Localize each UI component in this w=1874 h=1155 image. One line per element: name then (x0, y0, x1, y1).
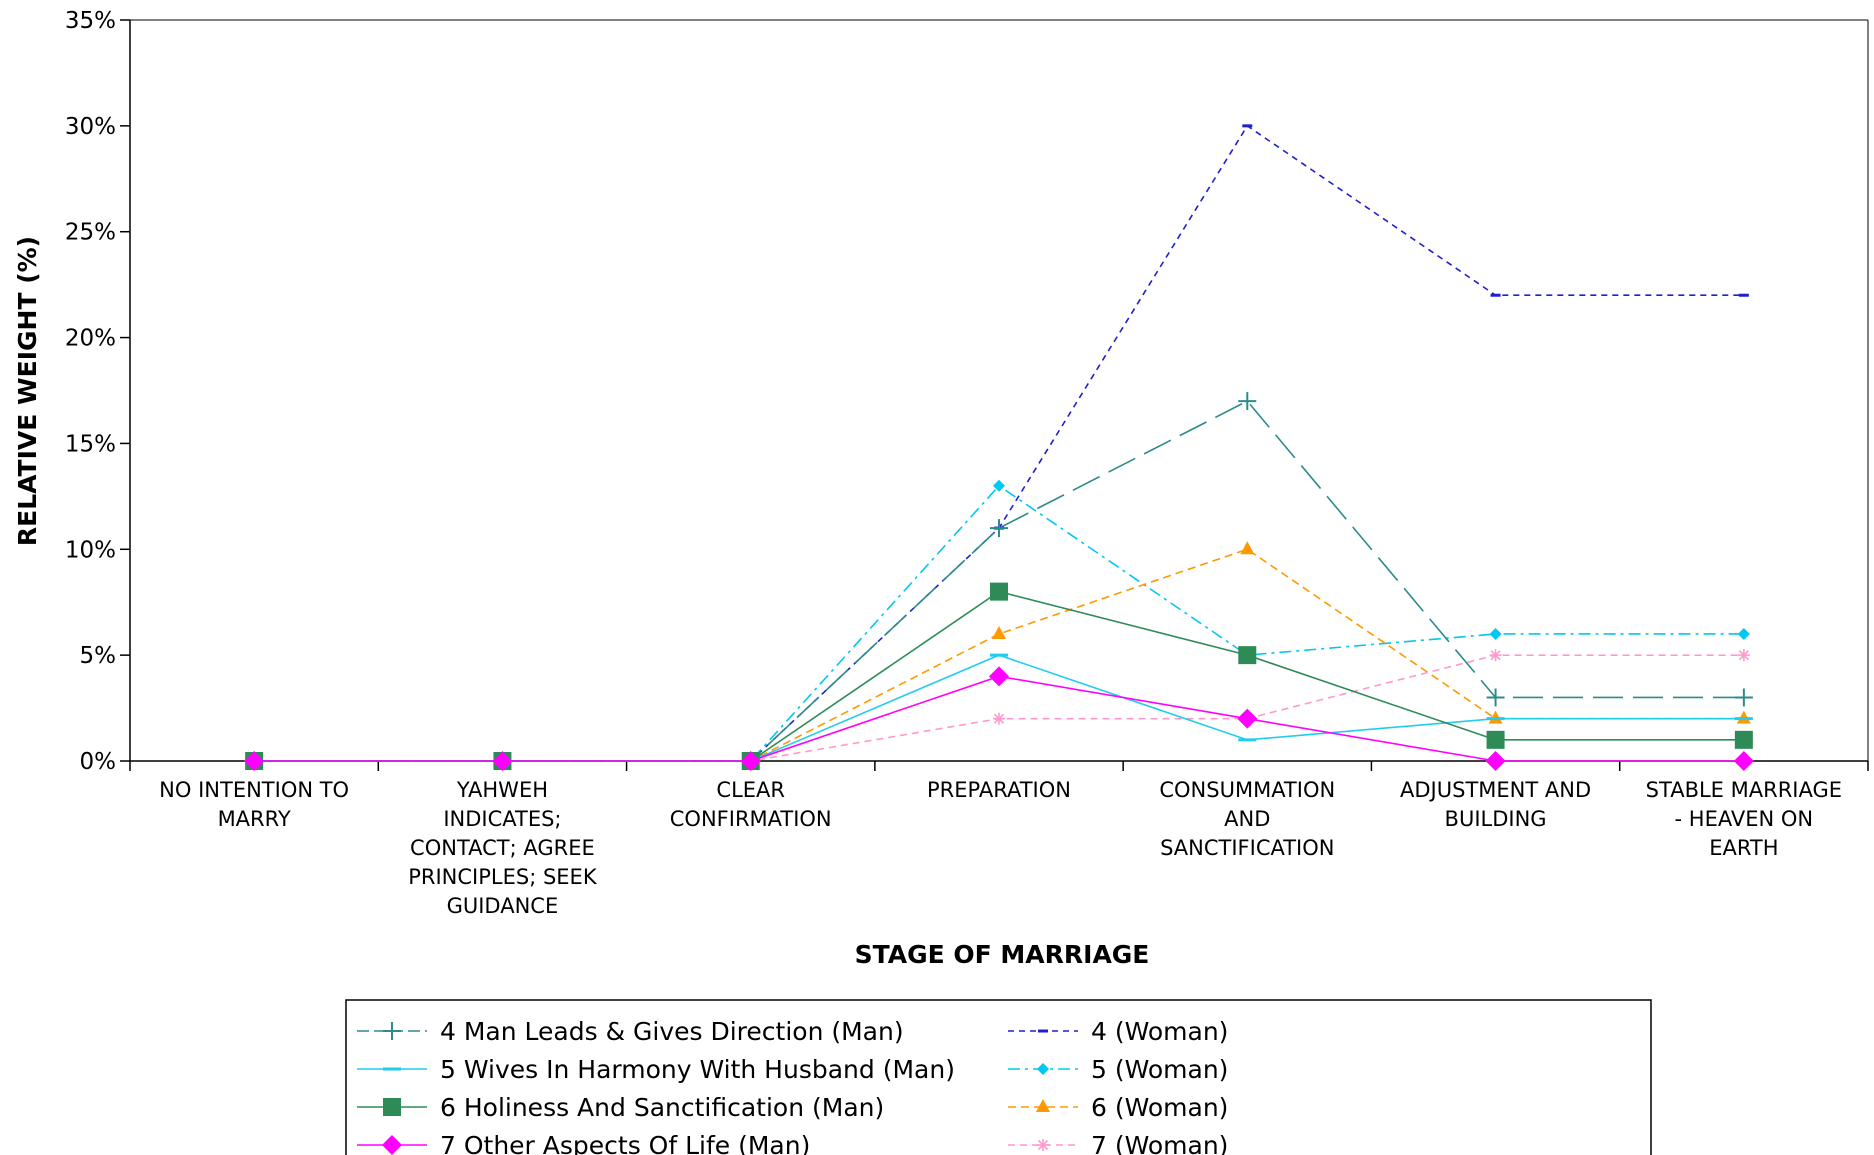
legend-marker (1037, 1139, 1049, 1151)
legend-marker (1037, 1063, 1049, 1075)
x-tick-label: YAHWEH INDICATES; CONTACT; AGREE PRINCIPLES… (408, 778, 598, 918)
legend-item-5: 4 (Woman) (1008, 1017, 1228, 1046)
x-tick-label: CONSUMMATION AND SANCTIFICATION (1159, 778, 1335, 860)
legend: 4 Man Leads & Gives Direction (Man) 5 Wiv… (345, 999, 1652, 1155)
x-tick-label: NO INTENTION TO MARRY (159, 778, 349, 831)
data-point-series-1 (1486, 688, 1505, 707)
data-point-series-1 (990, 519, 1008, 538)
x-tick-label: STABLE MARRIAGE - HEAVEN ON EARTH (1646, 778, 1842, 860)
data-point-series-1 (1734, 688, 1753, 707)
data-point-series-8 (993, 712, 1005, 725)
legend-label: 5 Wives In Harmony With Husband (Man) (440, 1055, 955, 1084)
legend-box (345, 999, 1652, 1155)
plot-series (244, 124, 1754, 771)
y-tick-label: 35% (65, 8, 116, 34)
y-tick-label: 10% (65, 537, 116, 563)
data-point-series-4 (1485, 751, 1506, 771)
data-point-series-6 (993, 479, 1005, 492)
x-tick-label: CLEAR CONFIRMATION (670, 778, 832, 831)
data-point-series-3 (1734, 730, 1753, 749)
data-point-series-7 (1240, 541, 1255, 555)
y-tick-label: 25% (65, 220, 116, 246)
legend-marker (383, 1022, 401, 1040)
y-tick-label: 30% (65, 114, 116, 140)
x-tick-label: ADJUSTMENT AND BUILDING (1400, 778, 1591, 831)
x-axis: NO INTENTION TO MARRY YAHWEH INDICATES; CONT… (129, 760, 1869, 918)
legend-label: 6 (Woman) (1091, 1093, 1228, 1122)
data-point-series-4 (989, 666, 1009, 687)
data-point-series-4 (244, 751, 265, 771)
data-point-series-7 (992, 625, 1006, 639)
legend-marker (382, 1135, 402, 1155)
legend-marker (383, 1098, 401, 1116)
series-line-1 (254, 400, 1744, 762)
data-point-series-3 (1238, 646, 1257, 665)
legend-item-8: 7 (Woman) (1008, 1131, 1228, 1155)
data-point-series-4 (740, 751, 761, 771)
legend-marker (1036, 1099, 1050, 1112)
series-line-5 (254, 124, 1744, 762)
data-point-series-6 (1489, 627, 1502, 640)
y-tick-label: 15% (65, 431, 116, 457)
legend-item-4: 7 Other Aspects Of Life (Man) (357, 1131, 810, 1155)
legend-item-3: 6 Holiness And Sanctification (Man) (357, 1093, 884, 1122)
data-point-series-8 (1489, 649, 1502, 662)
legend-label: 4 (Woman) (1091, 1017, 1228, 1046)
legend-item-1: 4 Man Leads & Gives Direction (Man) (357, 1017, 904, 1046)
legend-item-2: 5 Wives In Harmony With Husband (Man) (357, 1055, 955, 1084)
data-point-series-6 (1737, 627, 1750, 640)
legend-item-7: 6 (Woman) (1008, 1093, 1228, 1122)
data-point-series-3 (1486, 730, 1505, 749)
y-tick-label: 5% (80, 643, 117, 669)
x-axis-title: STAGE OF MARRIAGE (855, 940, 1150, 969)
y-axis-title: RELATIVE WEIGHT (%) (13, 236, 42, 546)
y-axis: 0% 5% 10% 15% 20% 25% 30% 35% (65, 8, 1869, 775)
data-point-series-8 (1737, 649, 1750, 662)
x-tick-label: PREPARATION (927, 778, 1071, 802)
y-tick-label: 0% (80, 749, 117, 775)
y-tick-label: 20% (65, 326, 116, 352)
legend-label: 5 (Woman) (1091, 1055, 1228, 1084)
data-point-series-4 (1733, 751, 1754, 771)
legend-item-6: 5 (Woman) (1008, 1055, 1228, 1084)
data-point-series-4 (1237, 708, 1258, 729)
data-point-series-4 (492, 751, 513, 771)
data-point-series-1 (1238, 392, 1257, 411)
legend-label: 7 (Woman) (1091, 1131, 1228, 1155)
legend-label: 7 Other Aspects Of Life (Man) (440, 1131, 810, 1155)
data-point-series-3 (990, 582, 1008, 601)
legend-label: 4 Man Leads & Gives Direction (Man) (440, 1017, 904, 1046)
legend-label: 6 Holiness And Sanctification (Man) (440, 1093, 884, 1122)
